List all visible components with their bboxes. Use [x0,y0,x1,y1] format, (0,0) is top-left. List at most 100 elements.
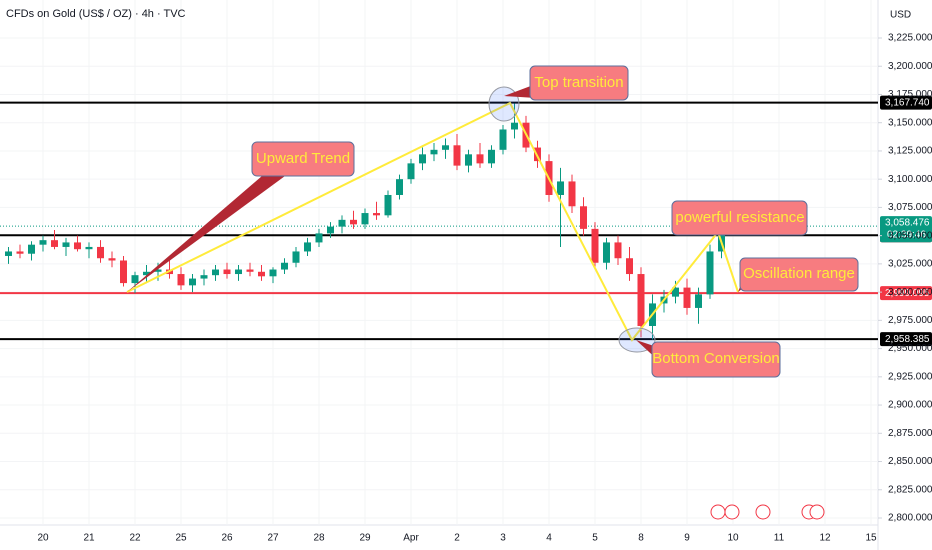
x-tick-label: 2 [454,533,460,544]
candle-body [120,260,127,284]
candle-body [235,269,242,275]
chart-title: CFDs on Gold (US$ / OZ) · 4h · TVC [6,8,186,20]
candle-body [442,145,449,150]
candle-body [465,154,472,166]
candle-body [706,251,714,295]
candle-body [683,287,691,308]
candle-body [637,274,645,326]
countdown: 02:39:46 [887,230,926,241]
price-tag-label: 3,167.740 [885,97,930,108]
price-tag [880,216,932,243]
x-tick-label: 8 [638,533,644,544]
y-tick-label: 3,025.000 [888,259,932,270]
candle-body [718,226,725,252]
candle-body [350,219,357,225]
candle-body [212,269,219,276]
candle-body [499,129,507,150]
price-tag-label: 3,058.476 [885,218,930,229]
candle-body [200,275,208,279]
candle-body [338,219,346,227]
annotation: Bottom Conversion [652,350,780,367]
callout [651,341,781,378]
candle-body [5,251,12,256]
callout [251,141,355,177]
y-tick-label: 2,975.000 [888,315,932,326]
x-tick-label: Apr [403,533,419,544]
x-tick-label: 28 [313,533,325,544]
trend-lines [126,101,739,342]
candle-body [453,145,461,166]
y-tick-label: 2,900.000 [888,400,932,411]
x-tick-label: 26 [221,533,233,544]
x-tick-label: 4 [546,533,552,544]
x-tick-label: 11 [774,533,785,544]
y-tick-label: 3,075.000 [888,202,932,213]
x-tick-label: 3 [500,533,506,544]
x-tick-label: 10 [727,533,739,544]
candle-body [246,269,254,272]
candle-body [154,269,162,272]
candle-body [143,271,150,276]
price-tag [880,286,932,301]
candle-body [97,246,104,259]
x-tick-label: 25 [175,533,187,544]
candle-body [511,122,518,130]
y-tick-label: 3,050.000 [888,230,932,241]
candle-body [396,179,403,195]
x-tick-label: 5 [592,533,598,544]
currency: USD [890,10,911,21]
annotation: Oscillation range [743,265,855,282]
event-icon [710,504,726,520]
y-tick-label: 3,000.000 [888,287,932,298]
candle-body [269,269,277,277]
candle-body [258,271,265,277]
candle-body [131,275,139,284]
x-tick-label: 21 [83,533,95,544]
candle-body [223,269,231,275]
candle-body [580,206,587,229]
candle-body [177,274,185,286]
candle-body [189,278,196,286]
candle-body [591,228,599,263]
candle-body [695,294,702,308]
annotation: Upward Trend [256,150,350,167]
candle-body [315,233,323,243]
candle-body [292,251,300,263]
event-icon [755,504,771,520]
candle-body [614,242,622,259]
candle-body [74,242,81,250]
candle-body [384,194,392,216]
candle-body [85,246,93,250]
candle-body [488,149,495,164]
y-tick-label: 2,850.000 [888,456,932,467]
x-tick-label: 20 [37,533,49,544]
callout [739,257,859,292]
y-tick-label: 3,175.000 [888,89,932,100]
x-tick-label: 9 [684,533,690,544]
candle-body [557,181,564,195]
price-tag [880,332,932,347]
y-tick-label: 2,800.000 [888,513,932,524]
event-icons [710,504,825,520]
y-tick-label: 3,150.000 [888,117,932,128]
candle-body [373,213,380,216]
y-tick-label: 3,125.000 [888,146,932,157]
candle-body [603,242,610,263]
callout [671,200,808,236]
candle-body [568,181,576,207]
candle-body [16,251,24,254]
price-tag-label: 2,999.095 [885,288,930,299]
candle-body [39,240,47,245]
candle-body [62,242,70,247]
candle-body [476,154,484,164]
candle-body [327,226,334,234]
event-icon [724,504,740,520]
price-tag-label: 2,958.385 [885,334,930,345]
candle-body [626,258,633,275]
y-tick-label: 2,950.000 [888,343,932,354]
candle-body [281,262,288,270]
y-tick-label: 3,200.000 [888,61,932,72]
price-tags: 3,167.7403,050.3892,999.0952,958.3853,05… [880,95,932,347]
event-icon [809,504,825,520]
